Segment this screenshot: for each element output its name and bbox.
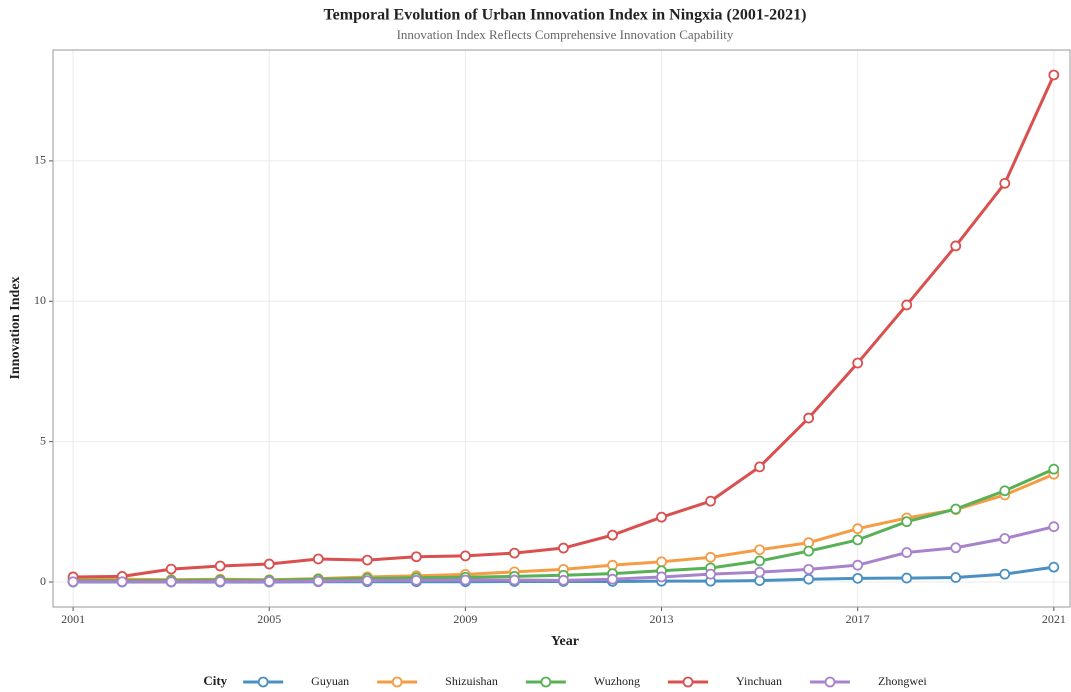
data-point: [901, 299, 913, 311]
x-tick-label: 2017: [846, 612, 870, 626]
data-point: [1048, 69, 1060, 81]
y-axis-label: Innovation Index: [8, 276, 23, 379]
data-point: [410, 574, 422, 586]
data-point: [852, 559, 864, 571]
data-point: [852, 523, 864, 535]
data-point: [558, 542, 569, 554]
data-point: [656, 571, 667, 583]
data-point: [459, 574, 471, 586]
data-point: [263, 558, 275, 570]
chart-title: Temporal Evolution of Urban Innovation I…: [323, 7, 806, 24]
data-point: [361, 575, 373, 587]
legend-marker: [540, 676, 552, 688]
data-point: [950, 572, 962, 583]
data-point: [214, 560, 226, 572]
data-point: [705, 568, 716, 580]
data-point: [656, 556, 667, 568]
data-point: [165, 563, 177, 575]
x-axis-label: Year: [551, 634, 579, 649]
data-point: [705, 495, 716, 507]
legend-marker: [824, 676, 836, 688]
data-point: [803, 545, 815, 557]
data-point: [361, 554, 373, 566]
x-tick-label: 2005: [257, 612, 281, 626]
y-tick-label: 0: [40, 574, 46, 588]
data-point: [312, 575, 324, 587]
y-tick-label: 15: [34, 153, 46, 167]
data-point: [312, 553, 324, 565]
legend: City Guyuan Shizuishan Wuzhong Yinchuan Zhong…: [203, 673, 927, 688]
data-point: [1048, 521, 1060, 533]
data-point: [509, 574, 520, 586]
data-point: [803, 412, 815, 424]
data-point: [950, 240, 962, 252]
data-point: [901, 572, 913, 584]
data-point: [214, 576, 226, 587]
data-point: [165, 576, 177, 588]
data-point: [754, 555, 766, 567]
plot-border: [52, 49, 1071, 608]
data-point: [116, 576, 128, 588]
data-point: [999, 568, 1011, 580]
data-point: [999, 533, 1011, 544]
data-point: [263, 576, 275, 587]
x-tick-label: 2009: [453, 612, 477, 626]
data-point: [607, 529, 618, 541]
legend-label: Wuzhong: [594, 674, 640, 688]
series-line: [73, 74, 1056, 579]
legend-label: Shizuishan: [445, 674, 498, 688]
legend-marker: [257, 676, 269, 688]
data-point: [901, 547, 913, 558]
legend-title: City: [203, 673, 227, 688]
data-point: [607, 573, 618, 585]
legend-label: Guyuan: [311, 674, 349, 688]
y-tick-label: 5: [40, 433, 46, 447]
data-point: [67, 576, 79, 588]
legend-marker: [682, 676, 694, 688]
data-point: [754, 461, 766, 473]
data-point: [950, 542, 962, 554]
data-point: [410, 551, 422, 563]
data-point: [754, 566, 766, 578]
data-point: [950, 503, 962, 515]
data-point: [803, 563, 815, 575]
x-tick-label: 2001: [61, 612, 85, 626]
x-tick-label: 2021: [1042, 612, 1066, 626]
data-point: [1048, 463, 1060, 475]
y-tick-label: 10: [34, 293, 46, 307]
data-point: [852, 534, 864, 546]
data-point: [901, 516, 913, 528]
data-point: [999, 485, 1011, 497]
data-point: [999, 177, 1011, 189]
data-point: [852, 572, 864, 584]
data-point: [459, 550, 471, 562]
data-point: [754, 544, 766, 556]
data-point: [558, 574, 569, 586]
data-point: [705, 551, 716, 563]
legend-marker: [391, 676, 403, 688]
data-point: [656, 511, 667, 523]
x-tick-label: 2013: [650, 612, 674, 626]
data-point: [1048, 561, 1060, 573]
data-point: [852, 357, 864, 369]
legend-label: Zhongwei: [878, 674, 927, 688]
chart-subtitle: Innovation Index Reflects Comprehensive …: [397, 27, 734, 42]
data-point: [803, 573, 815, 585]
legend-label: Yinchuan: [736, 674, 782, 688]
data-point: [509, 547, 520, 559]
